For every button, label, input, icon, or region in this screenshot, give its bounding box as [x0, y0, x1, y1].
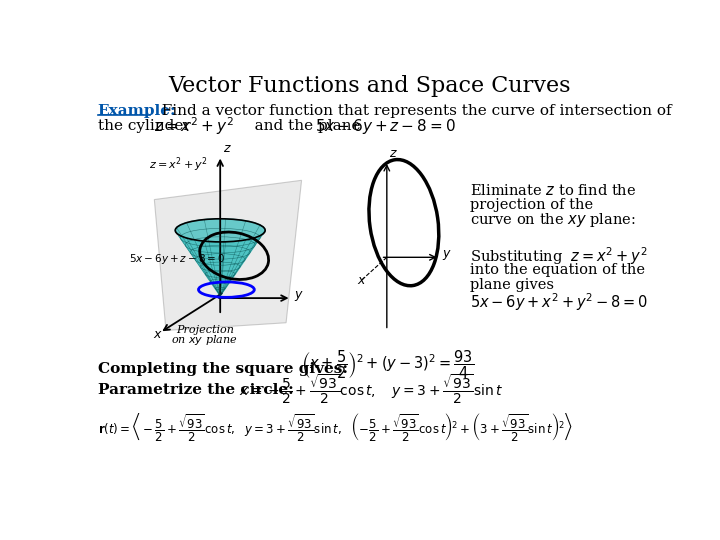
Polygon shape [154, 180, 302, 330]
Text: $z = x^2 + y^2$: $z = x^2 + y^2$ [149, 156, 207, 174]
Text: $5x - 6y + z - 8 = 0$: $5x - 6y + z - 8 = 0$ [315, 117, 456, 136]
Text: $x$: $x$ [357, 274, 367, 287]
Text: Substituting  $z = x^2 + y^2$: Substituting $z = x^2 + y^2$ [469, 245, 647, 267]
Text: Vector Functions and Space Curves: Vector Functions and Space Curves [168, 76, 570, 97]
Text: $5x - 6y + z - 8 = 0$: $5x - 6y + z - 8 = 0$ [129, 252, 225, 266]
Text: the cylinder: the cylinder [98, 119, 191, 133]
Text: $\mathbf{r}(t) = \left\langle -\dfrac{5}{2} + \dfrac{\sqrt{93}}{2}\cos t,\ \ y =: $\mathbf{r}(t) = \left\langle -\dfrac{5}… [98, 411, 572, 443]
Text: $z = x^2 + y^2$: $z = x^2 + y^2$ [154, 116, 234, 137]
Text: projection of the: projection of the [469, 198, 593, 212]
Text: plane gives: plane gives [469, 278, 554, 292]
Text: $x$: $x$ [153, 328, 163, 341]
Text: Find a vector function that represents the curve of intersection of: Find a vector function that represents t… [152, 104, 672, 118]
Text: Completing the square gives:: Completing the square gives: [98, 362, 348, 376]
Text: curve on the $xy$ plane:: curve on the $xy$ plane: [469, 211, 636, 228]
Text: $y$: $y$ [442, 248, 451, 262]
Text: $x = -\dfrac{5}{2} + \dfrac{\sqrt{93}}{2}\cos t, \quad y = 3 + \dfrac{\sqrt{93}}: $x = -\dfrac{5}{2} + \dfrac{\sqrt{93}}{2… [239, 373, 503, 406]
Text: $\left(x + \dfrac{5}{2}\right)^2 + (y - 3)^2 = \dfrac{93}{4}$: $\left(x + \dfrac{5}{2}\right)^2 + (y - … [301, 349, 474, 381]
Text: $z$: $z$ [389, 147, 398, 160]
Text: $z$: $z$ [222, 142, 231, 155]
Text: Projection: Projection [176, 326, 233, 335]
Text: Eliminate $z$ to find the: Eliminate $z$ to find the [469, 183, 636, 198]
Polygon shape [175, 231, 265, 296]
Text: Parametrize the circle:: Parametrize the circle: [98, 383, 294, 397]
Text: $y$: $y$ [294, 289, 304, 303]
Text: $5x - 6y + x^2 + y^2 - 8 = 0$: $5x - 6y + x^2 + y^2 - 8 = 0$ [469, 291, 648, 313]
Polygon shape [175, 219, 265, 296]
Text: into the equation of the: into the equation of the [469, 264, 644, 278]
Text: on $xy$ plane: on $xy$ plane [171, 334, 238, 347]
Text: and the plane: and the plane [240, 119, 360, 133]
Text: Example:: Example: [98, 104, 176, 118]
